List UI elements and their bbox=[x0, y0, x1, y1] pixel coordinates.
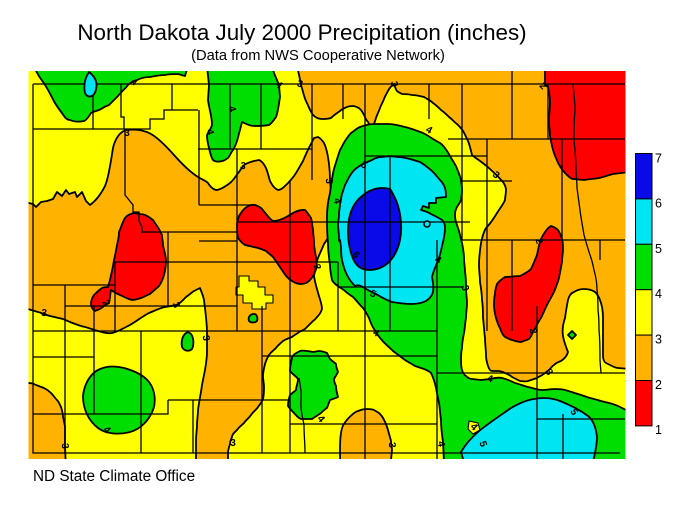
svg-text:4: 4 bbox=[203, 128, 215, 137]
svg-text:3: 3 bbox=[323, 178, 334, 185]
svg-text:4: 4 bbox=[225, 105, 237, 114]
svg-text:4: 4 bbox=[433, 254, 444, 267]
svg-text:3: 3 bbox=[239, 161, 247, 173]
svg-text:3: 3 bbox=[124, 128, 130, 139]
svg-text:5: 5 bbox=[567, 407, 580, 418]
svg-text:4: 4 bbox=[315, 414, 327, 426]
svg-text:3: 3 bbox=[40, 308, 48, 320]
svg-text:5: 5 bbox=[368, 288, 378, 301]
svg-text:1: 1 bbox=[655, 423, 662, 437]
svg-text:North Dakota July 2000 Precipi: North Dakota July 2000 Precipitation (in… bbox=[77, 20, 526, 45]
svg-text:ND State Climate Office: ND State Climate Office bbox=[33, 468, 195, 485]
svg-text:3: 3 bbox=[386, 442, 397, 449]
svg-text:4: 4 bbox=[435, 440, 447, 448]
svg-text:6: 6 bbox=[655, 197, 662, 211]
svg-text:3: 3 bbox=[459, 284, 471, 292]
svg-text:2: 2 bbox=[99, 298, 112, 309]
svg-text:3: 3 bbox=[655, 333, 662, 347]
svg-text:5: 5 bbox=[655, 242, 662, 256]
svg-text:3: 3 bbox=[296, 78, 305, 90]
svg-text:3: 3 bbox=[59, 443, 70, 450]
svg-text:7: 7 bbox=[655, 151, 662, 165]
svg-text:5: 5 bbox=[476, 440, 488, 449]
svg-text:4: 4 bbox=[424, 124, 435, 137]
svg-text:3: 3 bbox=[230, 438, 236, 449]
svg-text:3: 3 bbox=[169, 301, 181, 310]
svg-text:(Data from NWS Cooperative Net: (Data from NWS Cooperative Network) bbox=[191, 48, 445, 64]
svg-text:3: 3 bbox=[388, 80, 400, 88]
svg-text:4: 4 bbox=[128, 76, 140, 88]
svg-text:4: 4 bbox=[371, 327, 382, 340]
svg-text:4: 4 bbox=[655, 287, 662, 301]
svg-text:3: 3 bbox=[542, 367, 555, 378]
svg-text:2: 2 bbox=[655, 378, 662, 392]
svg-text:4: 4 bbox=[486, 373, 495, 385]
svg-text:5: 5 bbox=[359, 159, 370, 172]
svg-text:2: 2 bbox=[527, 327, 539, 335]
svg-text:3: 3 bbox=[200, 335, 211, 342]
svg-text:2: 2 bbox=[532, 237, 544, 246]
svg-text:4: 4 bbox=[331, 197, 343, 205]
svg-text:2: 2 bbox=[310, 263, 322, 272]
